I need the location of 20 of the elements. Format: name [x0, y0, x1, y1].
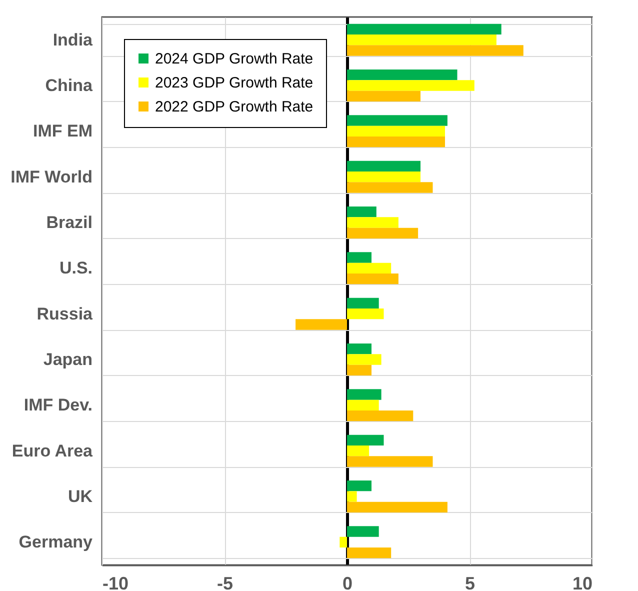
y-tick-label: U.S.	[59, 258, 92, 278]
x-tick-label: 5	[464, 574, 476, 591]
y-tick-label: IMF Dev.	[24, 396, 92, 415]
y-tick-label: IMF EM	[33, 122, 92, 141]
y-tick-label: IMF World	[10, 167, 92, 186]
x-tick-label: -5	[216, 574, 234, 591]
y-tick-label: Euro Area	[12, 441, 94, 460]
y-tick-label: UK	[68, 487, 94, 506]
legend-label: 2024 GDP Growth Rate	[155, 50, 314, 68]
x-tick-label: -10	[102, 574, 129, 591]
legend-label: 2023 GDP Growth Rate	[155, 74, 314, 92]
y-tick-label: Russia	[36, 304, 94, 324]
y-tick-label: China	[45, 76, 94, 95]
y-tick-label: India	[52, 30, 94, 50]
x-tick-label: 10	[572, 574, 592, 591]
y-tick-label: Japan	[43, 350, 92, 369]
y-tick-label: Brazil	[46, 213, 92, 232]
x-tick-label: 0	[342, 574, 353, 591]
y-tick-label: Germany	[18, 532, 94, 552]
legend-label: 2022 GDP Growth Rate	[155, 98, 314, 116]
